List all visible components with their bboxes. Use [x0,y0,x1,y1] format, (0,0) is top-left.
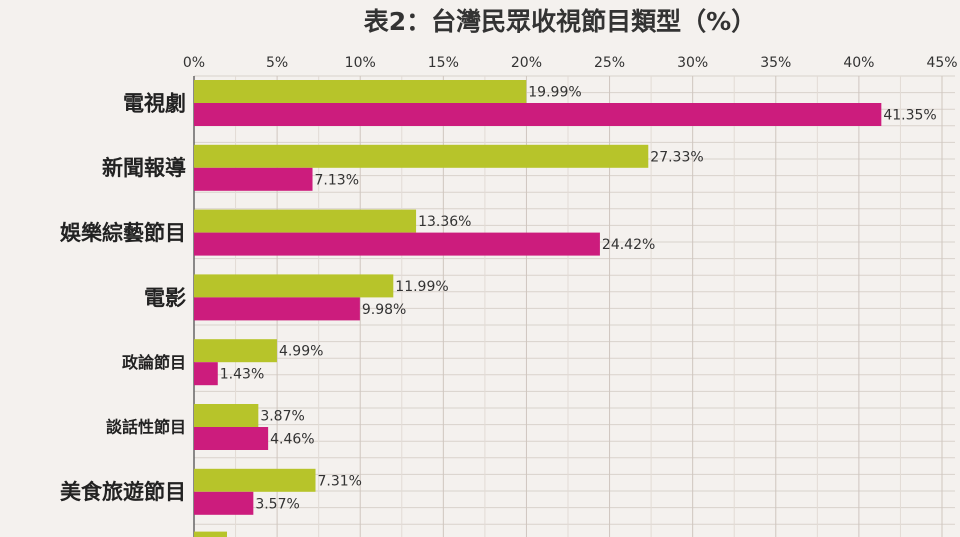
x-tick-label: 20% [511,55,542,71]
category-label: 政論節目 [122,353,186,372]
x-tick-label: 45% [926,55,957,71]
data-label: 27.33% [650,149,703,165]
x-tick-label: 30% [677,55,708,71]
x-tick-label: 10% [345,55,376,71]
x-tick-label: 5% [266,55,288,71]
data-label: 7.31% [318,473,362,489]
data-label: 19.99% [528,85,581,101]
x-tick-label: 40% [843,55,874,71]
data-label: 4.46% [270,432,314,448]
data-label: 4.99% [279,344,323,360]
bar [194,339,277,363]
bar [194,274,394,298]
bar [194,232,600,256]
data-label: 11.99% [395,279,448,295]
category-label: 電視劇 [123,91,186,115]
bar [194,103,882,126]
data-label: 41.35% [883,108,936,124]
data-label: 7.13% [315,172,359,188]
data-label: 1.43% [220,367,264,383]
bar [194,297,360,321]
x-tick-label: 25% [594,55,625,71]
bar [194,491,254,515]
bar [194,427,269,450]
bar [194,468,316,492]
category-label: 美食旅遊節目 [60,480,186,504]
category-label: 新聞報導 [102,156,186,180]
bar [194,144,649,168]
chart-title: 表2：台灣民眾收視節目類型（%） [364,7,756,36]
category-label: 談話性節目 [106,418,186,437]
bar [194,80,527,103]
category-label: 娛樂綜藝節目 [59,221,186,245]
data-label: 3.57% [255,496,299,512]
bar [194,209,417,233]
bar [194,404,259,427]
bar [194,362,218,386]
data-label: 13.36% [418,214,471,230]
bars [194,80,882,537]
x-axis-ticks: 0% 5% 10% 15% 20% 25% 30% 35% 40% 45% [183,55,958,71]
category-label: 電影 [144,286,186,310]
x-tick-label: 15% [428,55,459,71]
bar [194,167,313,191]
data-label: 24.42% [602,237,655,253]
x-tick-label: 35% [760,55,791,71]
x-tick-label: 0% [183,55,205,71]
data-labels: 19.99% 41.35% 27.33% 7.13% 13.36% 24.42% 11.99… [220,85,937,513]
bar-cropped [194,531,227,537]
data-label: 9.98% [362,302,406,318]
data-label: 3.87% [260,409,304,425]
